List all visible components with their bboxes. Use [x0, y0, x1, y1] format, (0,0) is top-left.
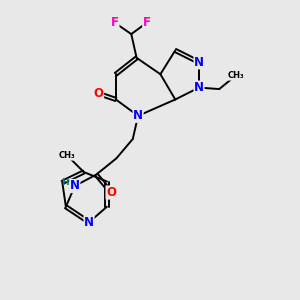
Text: H: H [61, 178, 69, 188]
Text: O: O [106, 186, 116, 199]
Text: N: N [70, 179, 80, 193]
Text: CH₃: CH₃ [227, 71, 244, 80]
Text: F: F [143, 16, 151, 29]
Text: F: F [111, 16, 119, 29]
Text: O: O [94, 87, 103, 100]
Text: N: N [194, 81, 204, 94]
Text: N: N [133, 109, 143, 122]
Text: CH₃: CH₃ [59, 151, 76, 160]
Text: N: N [84, 216, 94, 229]
Text: N: N [194, 56, 204, 69]
